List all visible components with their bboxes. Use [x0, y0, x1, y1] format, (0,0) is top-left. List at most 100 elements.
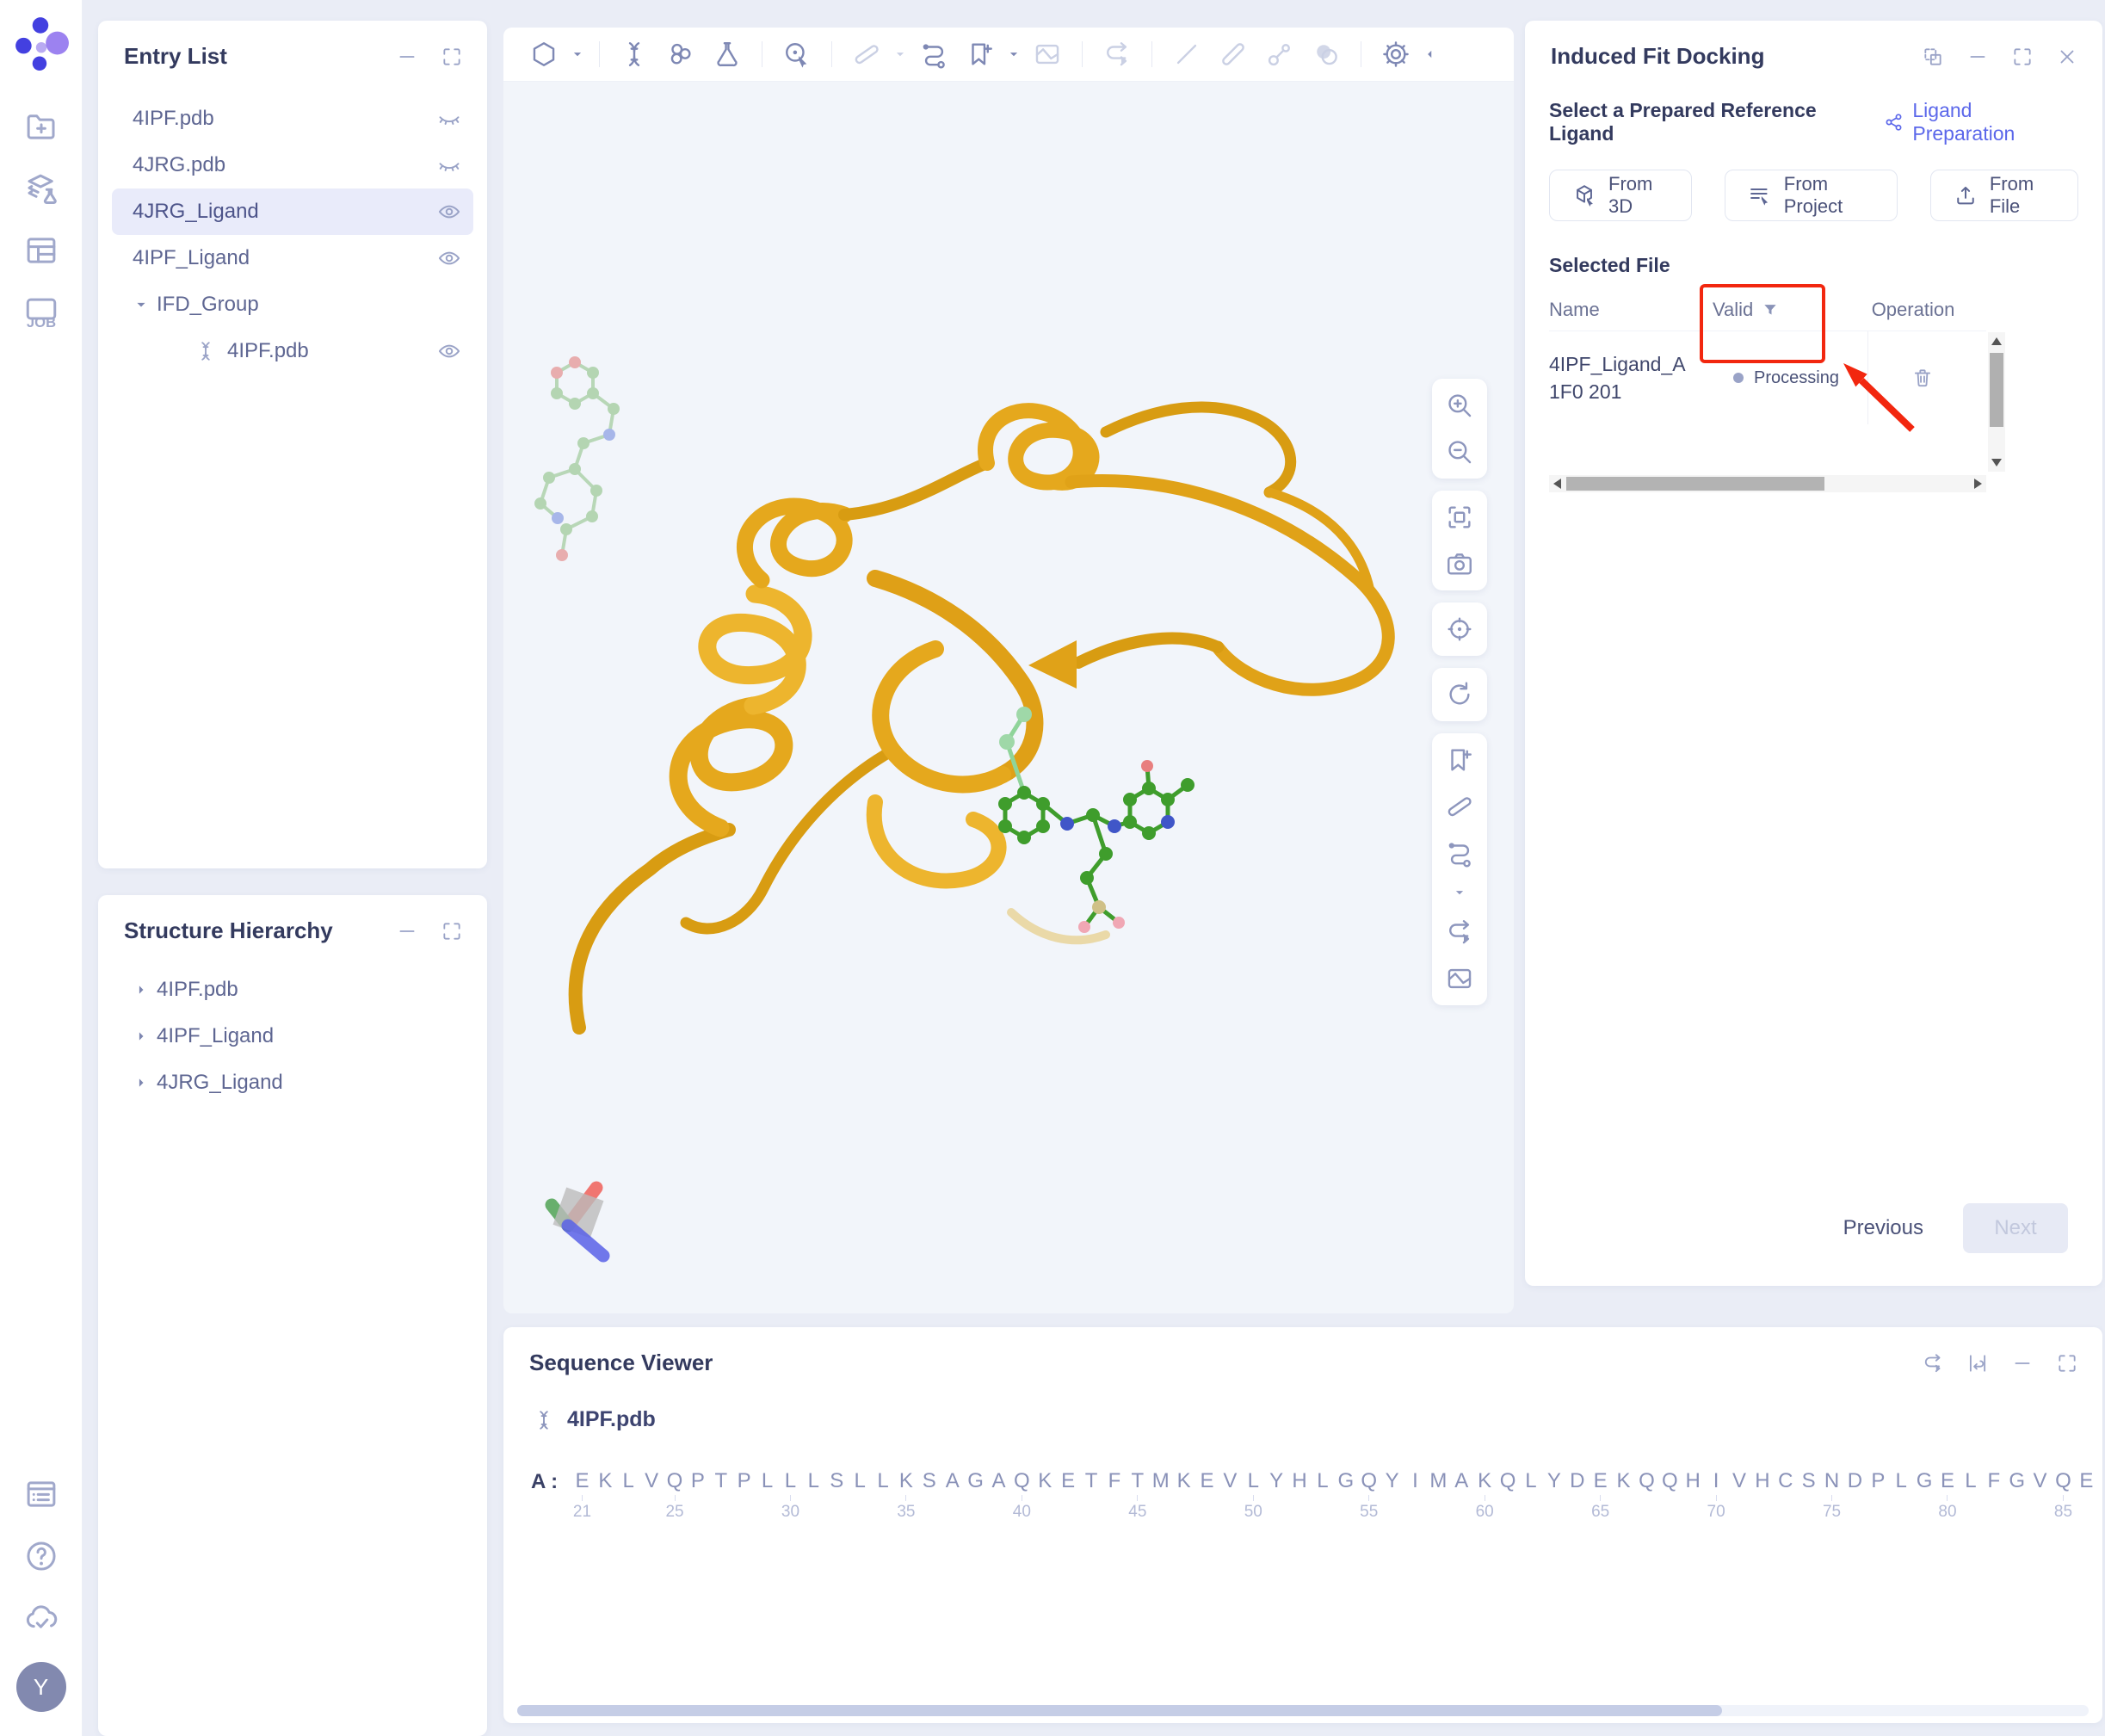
close-icon[interactable]	[2056, 46, 2078, 68]
residue-cell[interactable]: Q 55	[1357, 1469, 1380, 1522]
residue-cell[interactable]: P	[732, 1469, 756, 1522]
residue-cell[interactable]: K	[594, 1469, 617, 1522]
zoom-in-icon[interactable]	[1445, 391, 1474, 420]
panel-layout-icon[interactable]	[23, 232, 59, 269]
residue-cell[interactable]: V	[1219, 1469, 1242, 1522]
residue-cell[interactable]: A	[1450, 1469, 1473, 1522]
residue-cell[interactable]: Y	[1265, 1469, 1288, 1522]
residue-cell[interactable]: K 60	[1473, 1469, 1497, 1522]
gear-icon[interactable]	[1381, 40, 1411, 69]
eye-open-icon[interactable]	[437, 246, 461, 270]
sequence-scroll-thumb[interactable]	[517, 1705, 1722, 1716]
scroll-left-arrow-icon[interactable]	[1553, 479, 1561, 489]
entry-list-item[interactable]: 4JRG_Ligand	[112, 188, 473, 235]
residue-cell[interactable]: E	[2075, 1469, 2098, 1522]
residue-cell[interactable]: A	[941, 1469, 964, 1522]
measure-icon[interactable]	[852, 40, 881, 69]
line-icon[interactable]	[1172, 40, 1201, 69]
residue-cell[interactable]: G	[1334, 1469, 1357, 1522]
residue-cell[interactable]: E 21	[571, 1469, 594, 1522]
eye-closed-icon[interactable]	[437, 153, 461, 177]
residue-cell[interactable]: P	[1867, 1469, 1890, 1522]
residue-cell[interactable]: Q	[1635, 1469, 1658, 1522]
scroll-right-arrow-icon[interactable]	[1974, 479, 1982, 489]
entry-list-item[interactable]: 4IPF_Ligand	[112, 235, 473, 281]
residue-cell[interactable]: G	[964, 1469, 987, 1522]
route-icon[interactable]	[919, 40, 948, 69]
from-project-button[interactable]: From Project	[1724, 170, 1898, 221]
minimize-icon[interactable]	[396, 920, 418, 942]
residue-cell[interactable]: K	[1034, 1469, 1057, 1522]
locate-icon[interactable]	[1445, 615, 1474, 644]
residue-cell[interactable]: P	[686, 1469, 709, 1522]
structure-hierarchy-item[interactable]: 4IPF_Ligand	[112, 1013, 473, 1060]
residue-cell[interactable]: L	[1959, 1469, 1982, 1522]
caret-down-icon[interactable]	[1452, 885, 1467, 900]
residue-cell[interactable]: F	[1982, 1469, 2005, 1522]
residue-cell[interactable]: V	[2028, 1469, 2052, 1522]
residue-cell[interactable]: I 70	[1705, 1469, 1728, 1522]
scroll-up-arrow-icon[interactable]	[1991, 337, 2002, 345]
refresh-icon[interactable]	[1445, 680, 1474, 709]
residue-cell[interactable]: M	[1149, 1469, 1172, 1522]
target-select-icon[interactable]	[782, 40, 812, 69]
ball-stick-icon[interactable]	[1265, 40, 1294, 69]
residue-cell[interactable]: L 50	[1242, 1469, 1265, 1522]
table-vertical-scrollbar[interactable]	[1988, 332, 2005, 472]
residue-cell[interactable]: L	[1520, 1469, 1543, 1522]
minimize-icon[interactable]	[1966, 46, 1989, 68]
map-icon[interactable]	[1445, 964, 1474, 993]
previous-button[interactable]: Previous	[1843, 1216, 1923, 1239]
residue-cell[interactable]: S	[825, 1469, 849, 1522]
minimize-icon[interactable]	[396, 46, 418, 68]
residue-cell[interactable]: D	[1565, 1469, 1589, 1522]
camera-icon[interactable]	[1445, 549, 1474, 578]
expand-icon[interactable]	[2056, 1352, 2078, 1375]
residue-cell[interactable]: H	[1288, 1469, 1312, 1522]
minimize-icon[interactable]	[2011, 1352, 2034, 1375]
table-horizontal-scrollbar[interactable]	[1549, 475, 1986, 492]
residue-cell[interactable]: Q 25	[664, 1469, 687, 1522]
caret-right-icon[interactable]	[133, 981, 150, 998]
residue-cell[interactable]: G	[2005, 1469, 2028, 1522]
eye-open-icon[interactable]	[437, 200, 461, 224]
residue-cell[interactable]: L	[849, 1469, 872, 1522]
sequence-scrollbar[interactable]	[517, 1705, 2089, 1716]
from-3d-button[interactable]: From 3D	[1549, 170, 1692, 221]
expand-icon[interactable]	[441, 920, 463, 942]
from-file-button[interactable]: From File	[1929, 170, 2078, 221]
rings-icon[interactable]	[666, 40, 695, 69]
list-log-icon[interactable]	[23, 1476, 59, 1512]
residue-cell[interactable]: Y	[1542, 1469, 1565, 1522]
trash-icon[interactable]	[1911, 367, 1934, 389]
residue-cell[interactable]: K 35	[894, 1469, 917, 1522]
residue-cell[interactable]: L 30	[779, 1469, 802, 1522]
eye-open-icon[interactable]	[437, 339, 461, 363]
bookmark-add-icon[interactable]	[1445, 745, 1474, 775]
residue-cell[interactable]: E	[1195, 1469, 1219, 1522]
user-avatar[interactable]: Y	[15, 1662, 66, 1712]
shuffle-arrows-icon[interactable]	[1922, 1352, 1944, 1375]
caret-down-icon[interactable]	[1006, 46, 1022, 62]
residue-cell[interactable]: N 75	[1820, 1469, 1843, 1522]
flask-icon[interactable]	[713, 40, 742, 69]
residue-cell[interactable]: C	[1774, 1469, 1797, 1522]
bookmark-add-icon[interactable]	[966, 40, 995, 69]
cloud-check-icon[interactable]	[23, 1600, 59, 1636]
help-icon[interactable]	[23, 1538, 59, 1574]
structure-hierarchy-item[interactable]: 4JRG_Ligand	[112, 1060, 473, 1106]
measure-icon[interactable]	[1445, 792, 1474, 821]
residue-cell[interactable]: F	[1102, 1469, 1126, 1522]
hexagon-icon[interactable]	[529, 40, 559, 69]
scroll-down-arrow-icon[interactable]	[1991, 459, 2002, 466]
column-valid[interactable]: Valid	[1713, 299, 1859, 321]
residue-cell[interactable]: V	[1728, 1469, 1751, 1522]
residue-cell[interactable]: E 65	[1589, 1469, 1612, 1522]
residue-cell[interactable]: Y	[1380, 1469, 1404, 1522]
horizontal-scroll-thumb[interactable]	[1566, 477, 1824, 491]
residue-cell[interactable]: V	[640, 1469, 664, 1522]
zoom-out-icon[interactable]	[1445, 437, 1474, 466]
residue-cell[interactable]: G	[1913, 1469, 1936, 1522]
residue-cell[interactable]: I	[1404, 1469, 1427, 1522]
protein-canvas[interactable]	[503, 81, 1514, 1313]
